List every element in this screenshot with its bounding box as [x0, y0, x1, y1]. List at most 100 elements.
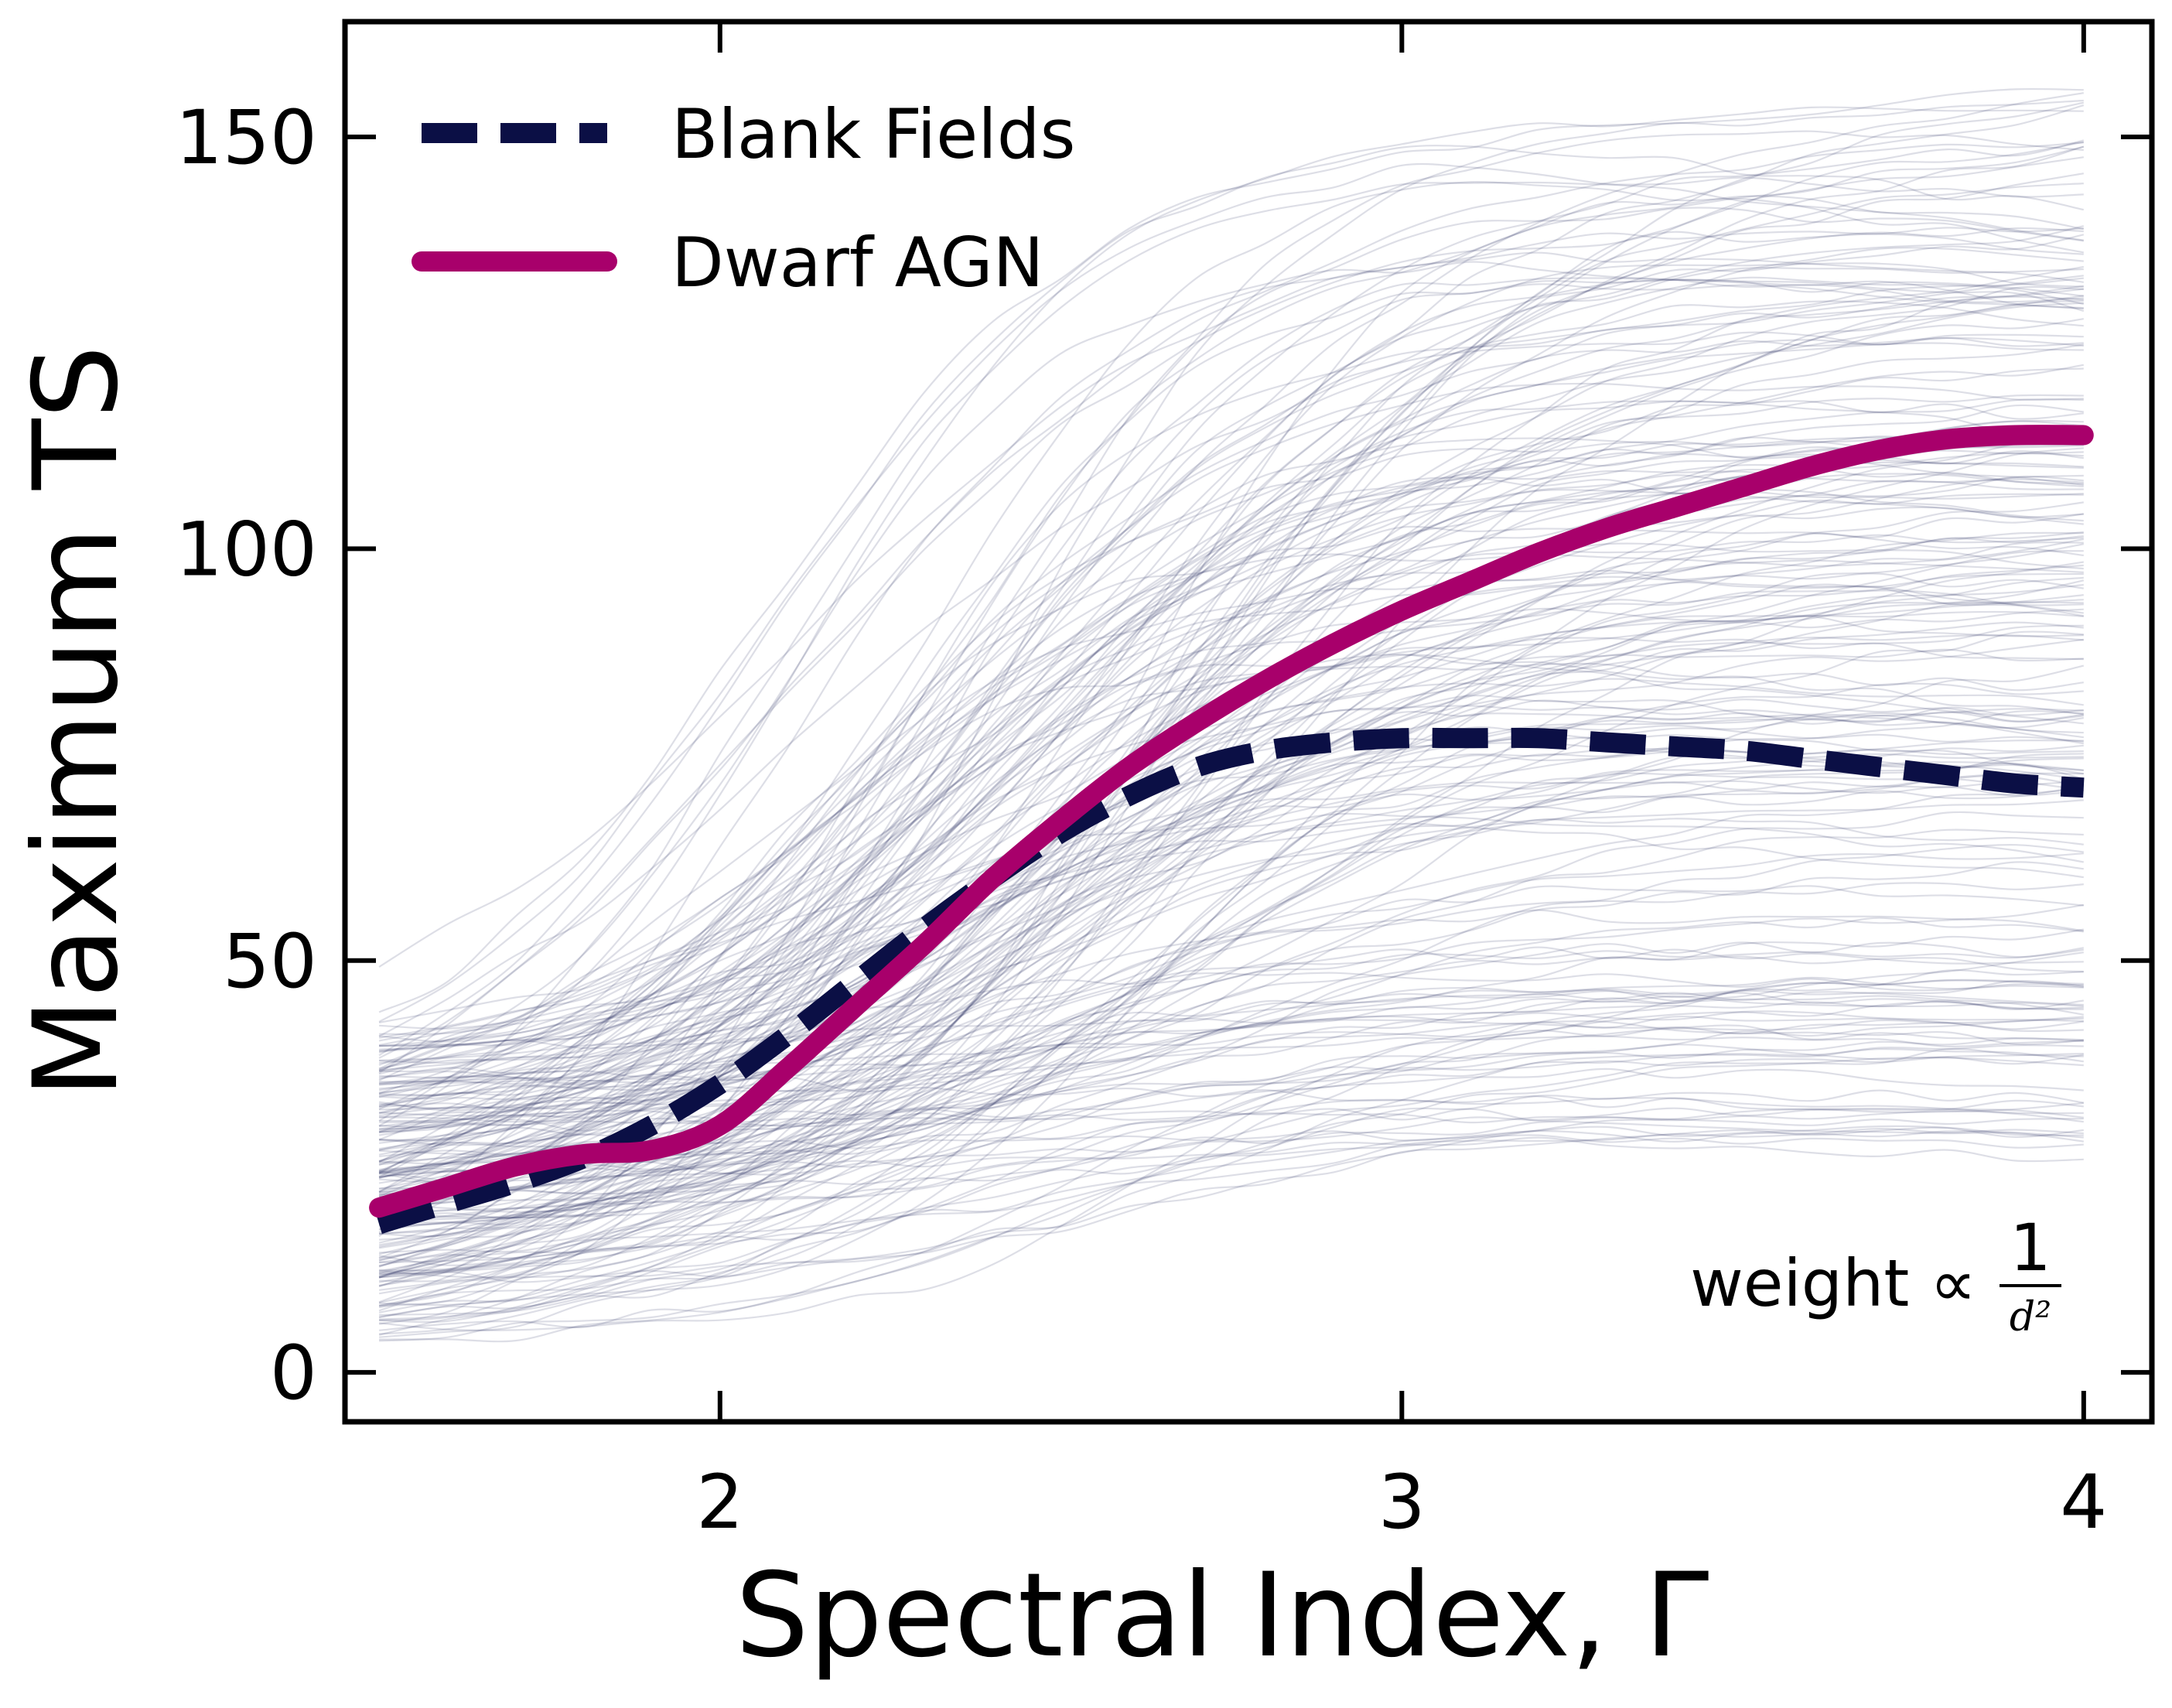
background-curve: [378, 130, 2084, 1091]
background-curve: [379, 1044, 2084, 1127]
background-curve: [378, 1099, 2084, 1183]
background-curve: [379, 852, 2084, 1129]
background-curve: [378, 538, 2084, 1325]
background-curve: [378, 572, 2084, 1255]
background-curve: [379, 101, 2085, 1279]
background-curve: [379, 664, 2085, 1226]
background-curve: [379, 400, 2084, 1043]
background-curve: [378, 331, 2084, 1037]
background-curve: [378, 550, 2084, 1162]
background-curve: [378, 581, 2084, 1184]
legend-label-blank-fields: Blank Fields: [671, 94, 1075, 174]
background-curve: [379, 1047, 2084, 1213]
background-curve: [378, 506, 2084, 1141]
background-curve: [378, 634, 2084, 1249]
x-tick-label-0: 2: [696, 1459, 743, 1546]
background-curve: [379, 1053, 2084, 1272]
background-curve: [378, 295, 2084, 1319]
background-curve: [378, 710, 2084, 1184]
background-curve: [379, 195, 2085, 1061]
background-curve: [378, 162, 2084, 1023]
background-curve: [378, 145, 2085, 1057]
background-curve: [378, 553, 2084, 1225]
background-curve: [378, 678, 2084, 1173]
background-curve: [379, 909, 2084, 1275]
background-curve: [379, 828, 2084, 1201]
background-curve: [378, 300, 2084, 1244]
legend: Blank Fields Dwarf AGN: [412, 94, 1075, 302]
y-tick-labels: 0 50 100 150: [176, 94, 317, 1416]
background-curve: [378, 437, 2084, 1194]
background-curve: [378, 1126, 2084, 1307]
background-curve: [379, 787, 2084, 1085]
background-curve: [378, 430, 2084, 1163]
background-curve: [378, 251, 2084, 1238]
background-curve: [379, 761, 2084, 1122]
background-curve: [379, 715, 2084, 1100]
background-curve: [378, 1102, 2084, 1283]
background-curve: [378, 904, 2084, 1175]
background-curve: [378, 285, 2084, 1248]
background-curve: [379, 976, 2084, 1283]
background-curve: [378, 1044, 2084, 1309]
background-curve: [379, 1125, 2084, 1264]
background-curve: [378, 434, 2084, 1095]
background-curve: [378, 1015, 2084, 1331]
background-curve: [379, 1136, 2084, 1176]
background-curve: [378, 799, 2084, 1303]
weight-annotation: weight ∝ 1 d²: [1690, 1210, 2061, 1341]
background-curve: [379, 969, 2084, 1342]
background-curve: [378, 653, 2084, 1144]
background-curve: [378, 624, 2084, 1291]
background-curve: [379, 447, 2084, 1335]
background-curve: [379, 318, 2084, 1071]
tick-layer: [345, 22, 2152, 1422]
background-curve: [378, 231, 2084, 1059]
background-curve: [379, 569, 2084, 1086]
background-curve: [378, 708, 2084, 1246]
background-curve: [379, 474, 2084, 1132]
background-curve: [379, 947, 2084, 1224]
background-curve: [378, 453, 2084, 1218]
background-curve: [378, 142, 2084, 1074]
background-curve: [378, 106, 2084, 1122]
background-curve: [379, 1035, 2084, 1111]
background-curve: [379, 1037, 2084, 1146]
background-curve: [379, 601, 2084, 1324]
background-curve: [378, 302, 2084, 1066]
background-curve: [378, 364, 2084, 1163]
background-curve: [378, 342, 2084, 1262]
background-curve: [378, 87, 2084, 1013]
background-curve: [379, 972, 2084, 1090]
background-curve: [379, 844, 2084, 1174]
background-curve: [378, 561, 2084, 1231]
background-curve: [378, 382, 2084, 1163]
background-curve: [378, 525, 2084, 1133]
background-curve: [378, 367, 2084, 1115]
background-curve: [379, 621, 2084, 1197]
background-curve: [378, 420, 2084, 1288]
background-curve: [378, 227, 2084, 968]
background-curve: [379, 781, 2084, 1238]
y-tick-label-2: 100: [176, 506, 317, 593]
background-curve: [379, 772, 2084, 1141]
background-curve: [379, 1020, 2084, 1079]
background-curve: [378, 757, 2084, 1197]
background-curve: [378, 822, 2084, 1179]
background-curve: [379, 1015, 2084, 1097]
weight-annotation-denominator: d²: [2010, 1294, 2051, 1341]
background-curve: [378, 299, 2084, 1166]
series-line-dwarf-agn: [369, 425, 2094, 1218]
background-curve: [378, 705, 2084, 1086]
background-curve: [378, 861, 2084, 1263]
background-curve: [378, 812, 2084, 1304]
background-curve: [379, 772, 2084, 1112]
background-curve: [378, 564, 2084, 1054]
background-curve: [378, 777, 2084, 1042]
x-tick-labels: 2 3 4: [696, 1459, 2107, 1546]
background-curve: [378, 535, 2084, 1108]
background-curve: [379, 543, 2085, 1035]
background-curve: [379, 1017, 2084, 1165]
background-curve: [379, 818, 2084, 1320]
background-curve: [378, 207, 2084, 1180]
